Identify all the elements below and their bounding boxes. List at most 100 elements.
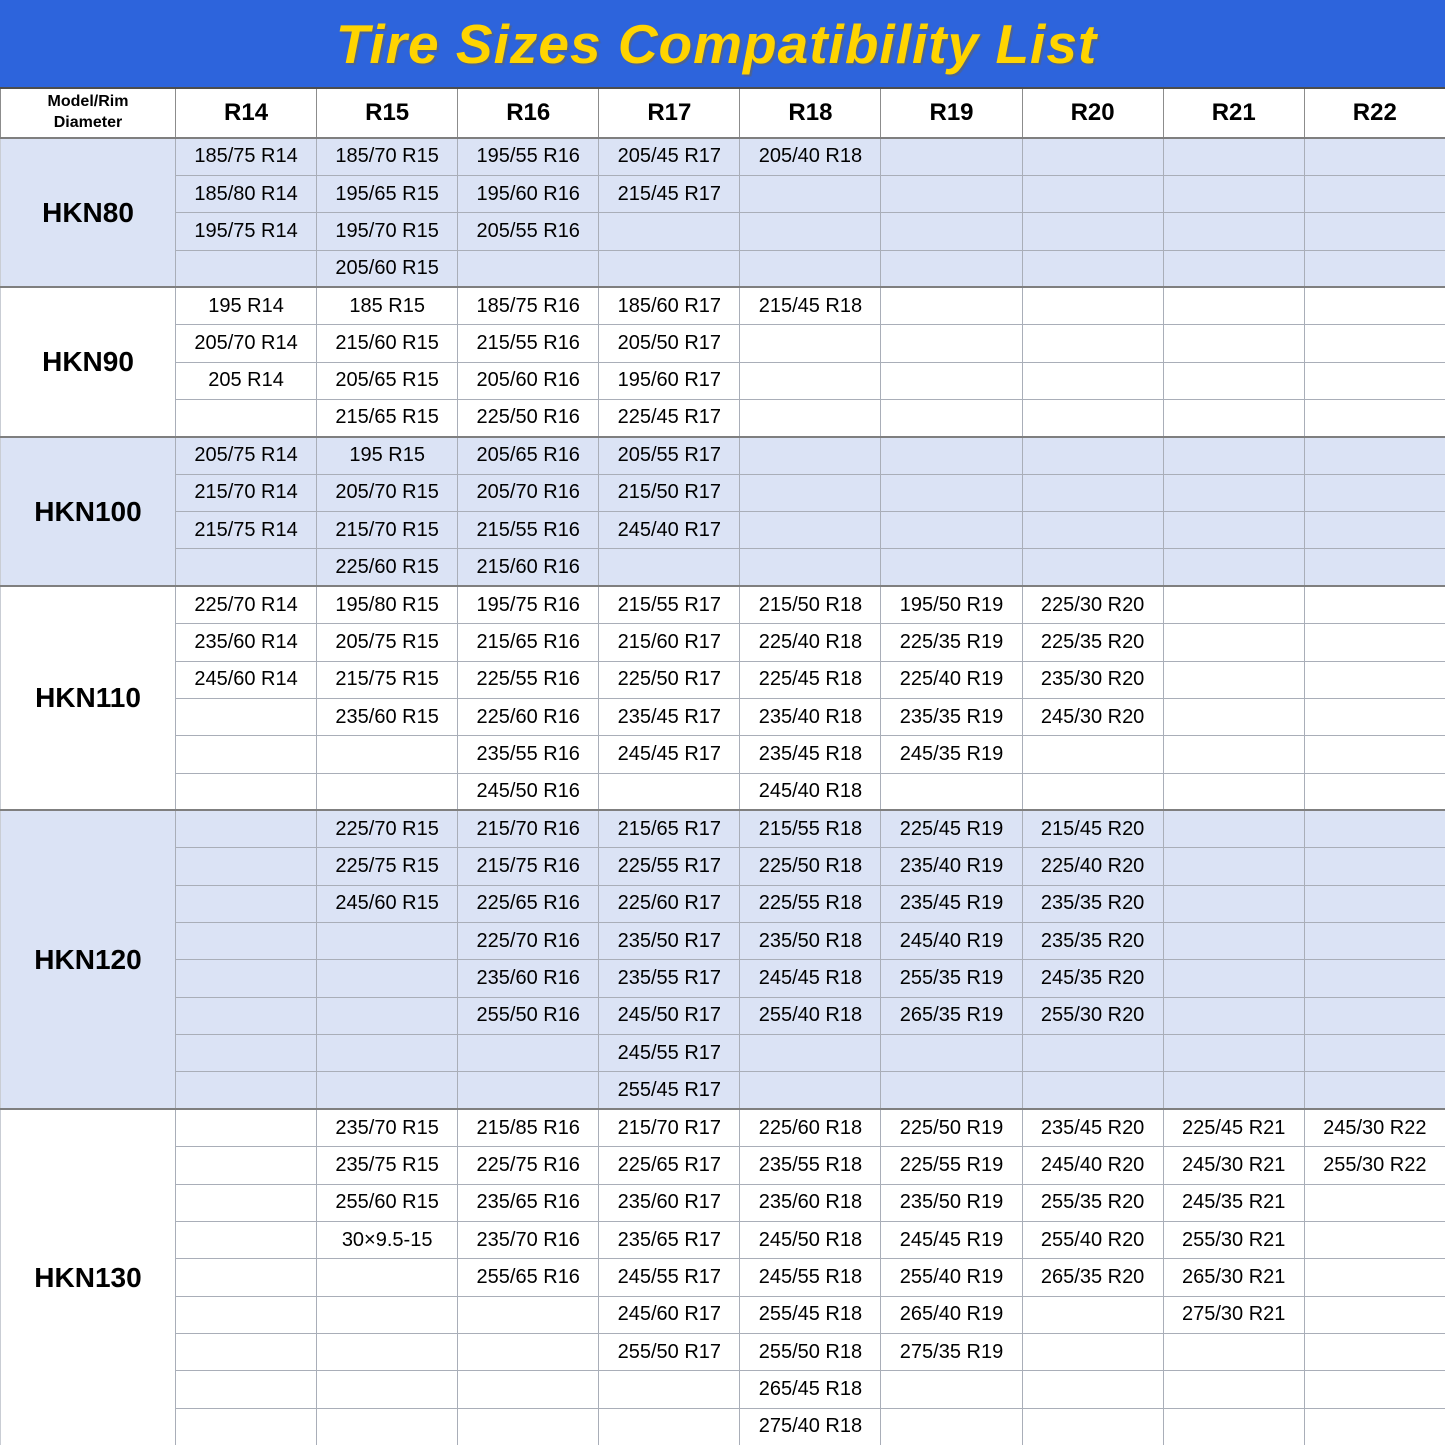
empty-cell <box>1021 1295 1164 1335</box>
empty-cell <box>1303 548 1445 587</box>
tire-size-cell: 215/70 R14 <box>174 473 318 513</box>
table-row: 245/55 R17 <box>0 1034 1445 1073</box>
tire-size-cell: 185/80 R14 <box>174 174 318 214</box>
tire-size-cell: 30×9.5-15 <box>316 1220 459 1260</box>
tire-size-cell: 225/50 R19 <box>880 1108 1023 1148</box>
table-row: 235/55 R16 245/45 R17 235/45 R18 245/35 R19 <box>0 735 1445 774</box>
column-header-R19: R19 <box>880 87 1023 139</box>
tire-size-cell: 245/30 R20 <box>1021 697 1164 737</box>
tire-size-cell: 235/40 R19 <box>880 847 1023 886</box>
empty-cell <box>174 1407 318 1445</box>
empty-cell <box>174 959 318 998</box>
tire-size-cell: 215/70 R15 <box>316 511 459 550</box>
header-row: Model/Rim Diameter R14 R15 R16 R17 R18 R19 R20… <box>0 87 1445 139</box>
empty-cell <box>1021 174 1164 214</box>
empty-cell <box>174 697 318 737</box>
empty-cell <box>1162 548 1305 587</box>
tire-size-cell: 275/30 R21 <box>1162 1295 1305 1335</box>
tire-size-cell: 215/45 R18 <box>739 286 882 326</box>
empty-cell <box>1303 1407 1445 1445</box>
tire-size-cell: 255/45 R18 <box>739 1295 882 1335</box>
empty-cell <box>880 249 1023 288</box>
table-row: 275/40 R18 <box>0 1407 1445 1445</box>
tire-size-cell: 185/75 R14 <box>174 136 318 176</box>
model-cell-HKN130: HKN130 <box>0 1108 176 1445</box>
table-row: 205/60 R15 <box>0 249 1445 288</box>
tire-size-cell: 235/60 R15 <box>316 697 459 737</box>
tire-size-cell: 255/30 R20 <box>1021 996 1164 1036</box>
tire-size-cell: 225/70 R16 <box>457 922 600 961</box>
tire-size-cell: 225/70 R14 <box>174 585 318 625</box>
tire-size-cell: 215/60 R17 <box>598 623 741 662</box>
empty-cell <box>457 1407 600 1445</box>
table-body: HKN80 185/75 R14 185/70 R15 195/55 R16 205/4… <box>0 136 1445 1445</box>
empty-cell <box>1303 922 1445 961</box>
tire-size-cell: 225/65 R16 <box>457 884 600 924</box>
empty-cell <box>174 847 318 886</box>
empty-cell <box>1303 809 1445 849</box>
empty-cell <box>1021 435 1164 475</box>
tire-size-cell: 195/60 R17 <box>598 361 741 401</box>
model-cell-HKN100: HKN100 <box>0 435 176 587</box>
tire-size-cell: 215/70 R16 <box>457 809 600 849</box>
tire-size-cell: 225/40 R18 <box>739 623 882 662</box>
table-row: 225/75 R15 215/75 R16 225/55 R17 225/50 R18… <box>0 847 1445 886</box>
tire-size-cell: 245/40 R20 <box>1021 1146 1164 1185</box>
empty-cell <box>1303 286 1445 326</box>
tire-size-cell: 225/60 R16 <box>457 697 600 737</box>
tire-size-cell: 225/45 R17 <box>598 399 741 438</box>
empty-cell <box>1162 1370 1305 1409</box>
tire-size-cell: 255/30 R21 <box>1162 1220 1305 1260</box>
tire-size-cell: 195/75 R16 <box>457 585 600 625</box>
empty-cell <box>1162 174 1305 214</box>
table-row: 235/75 R15 225/75 R16 225/65 R17 235/55 R18… <box>0 1146 1445 1185</box>
table-row: HKN120 225/70 R15 215/70 R16 215/65 R17 215/… <box>0 809 1445 1110</box>
tire-size-cell: 215/55 R17 <box>598 585 741 625</box>
empty-cell <box>174 1220 318 1260</box>
tire-size-cell: 225/55 R16 <box>457 660 600 699</box>
table-row: 30×9.5-15 235/70 R16 235/65 R17 245/50 R18 2… <box>0 1220 1445 1260</box>
empty-cell <box>1303 324 1445 363</box>
tire-size-cell: 235/45 R18 <box>739 735 882 774</box>
tire-size-cell: 205/60 R16 <box>457 361 600 401</box>
tire-size-cell: 225/65 R17 <box>598 1146 741 1185</box>
tire-size-cell: 245/40 R18 <box>739 772 882 811</box>
empty-cell <box>1303 660 1445 699</box>
empty-cell <box>1162 1071 1305 1110</box>
empty-cell <box>1303 1034 1445 1073</box>
empty-cell <box>1021 324 1164 363</box>
tire-size-cell: 265/35 R19 <box>880 996 1023 1036</box>
tire-size-cell: 235/70 R16 <box>457 1220 600 1260</box>
empty-cell <box>174 1258 318 1297</box>
empty-cell <box>174 399 318 438</box>
tire-size-cell: 195/80 R15 <box>316 585 459 625</box>
tire-size-cell: 255/65 R16 <box>457 1258 600 1297</box>
empty-cell <box>1162 399 1305 438</box>
tire-size-cell: 245/40 R17 <box>598 511 741 550</box>
empty-cell <box>1303 697 1445 737</box>
empty-cell <box>880 174 1023 214</box>
empty-cell <box>739 435 882 475</box>
tire-size-cell: 215/75 R14 <box>174 511 318 550</box>
tire-size-cell: 235/60 R16 <box>457 959 600 998</box>
empty-cell <box>174 996 318 1036</box>
empty-cell <box>174 1370 318 1409</box>
empty-cell <box>1162 1034 1305 1073</box>
empty-cell <box>1021 249 1164 288</box>
tire-size-cell: 225/35 R20 <box>1021 623 1164 662</box>
tire-size-cell: 215/60 R15 <box>316 324 459 363</box>
tire-size-cell: 265/30 R21 <box>1162 1258 1305 1297</box>
tire-size-cell: 215/65 R17 <box>598 809 741 849</box>
tire-size-cell: 205/65 R15 <box>316 361 459 401</box>
tire-size-cell: 225/60 R17 <box>598 884 741 924</box>
tire-size-cell: 215/70 R17 <box>598 1108 741 1148</box>
tire-size-cell: 215/65 R15 <box>316 399 459 438</box>
empty-cell <box>880 1407 1023 1445</box>
tire-size-cell: 225/30 R20 <box>1021 585 1164 625</box>
empty-cell <box>174 884 318 924</box>
empty-cell <box>1021 286 1164 326</box>
empty-cell <box>174 735 318 774</box>
tire-size-cell: 185 R15 <box>316 286 459 326</box>
empty-cell <box>880 324 1023 363</box>
tire-size-cell: 215/60 R16 <box>457 548 600 587</box>
